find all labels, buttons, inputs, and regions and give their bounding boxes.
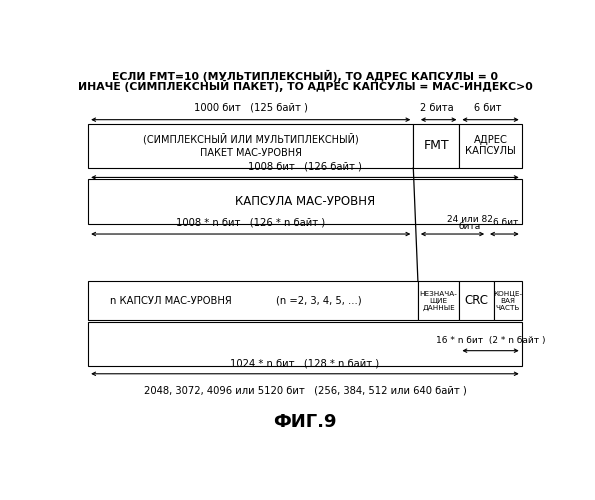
Text: FMT: FMT: [424, 139, 449, 152]
Bar: [88, 282, 418, 320]
Text: 1008 бит   (126 байт ): 1008 бит (126 байт ): [248, 162, 362, 172]
Text: 6 бит: 6 бит: [474, 103, 502, 113]
Text: 2 бита: 2 бита: [419, 103, 453, 113]
Text: ЕСЛИ FMT=10 (МУЛЬТИПЛЕКСНЫЙ), ТО АДРЕС КАПСУЛЫ = 0: ЕСЛИ FMT=10 (МУЛЬТИПЛЕКСНЫЙ), ТО АДРЕС К…: [112, 70, 498, 82]
Bar: [88, 322, 522, 366]
Bar: [414, 124, 459, 168]
Bar: [459, 282, 494, 320]
Text: АДРЕС
КАПСУЛЫ: АДРЕС КАПСУЛЫ: [465, 135, 516, 156]
Text: 1000 бит   (125 байт ): 1000 бит (125 байт ): [194, 102, 308, 113]
Text: n КАПСУЛ МАС-УРОВНЯ: n КАПСУЛ МАС-УРОВНЯ: [110, 296, 232, 306]
Text: ИНАЧЕ (СИМПЛЕКСНЫЙ ПАКЕТ), ТО АДРЕС КАПСУЛЫ = МАС-ИНДЕКС>0: ИНАЧЕ (СИМПЛЕКСНЫЙ ПАКЕТ), ТО АДРЕС КАПС…: [77, 80, 533, 92]
Text: бита: бита: [459, 222, 481, 232]
Text: КОНЦЕ-
ВАЯ
ЧАСТЬ: КОНЦЕ- ВАЯ ЧАСТЬ: [493, 290, 522, 310]
Text: 16 * n бит  (2 * n байт ): 16 * n бит (2 * n байт ): [436, 336, 545, 345]
Bar: [494, 282, 522, 320]
Text: CRC: CRC: [465, 294, 488, 307]
Text: (n =2, 3, 4, 5, ...): (n =2, 3, 4, 5, ...): [276, 296, 362, 306]
Text: 1024 * n бит   (128 * n байт ): 1024 * n бит (128 * n байт ): [230, 358, 380, 368]
Bar: [88, 180, 522, 224]
Text: 24 или 82: 24 или 82: [447, 216, 493, 224]
Bar: [418, 282, 459, 320]
Text: КАПСУЛА МАС-УРОВНЯ: КАПСУЛА МАС-УРОВНЯ: [235, 195, 375, 208]
Text: ПАКЕТ МАС-УРОВНЯ: ПАКЕТ МАС-УРОВНЯ: [200, 148, 302, 158]
Text: (СИМПЛЕКСНЫЙ ИЛИ МУЛЬТИПЛЕКСНЫЙ): (СИМПЛЕКСНЫЙ ИЛИ МУЛЬТИПЛЕКСНЫЙ): [143, 133, 359, 144]
Bar: [88, 124, 414, 168]
Bar: [459, 124, 522, 168]
Text: 6 бит: 6 бит: [493, 218, 518, 228]
Text: ФИГ.9: ФИГ.9: [273, 413, 337, 431]
Text: 1008 * n бит   (126 * n байт ): 1008 * n бит (126 * n байт ): [176, 218, 325, 228]
Text: 2048, 3072, 4096 или 5120 бит   (256, 384, 512 или 640 байт ): 2048, 3072, 4096 или 5120 бит (256, 384,…: [143, 386, 466, 396]
Text: НЕЗНАЧА-
ЩИЕ
ДАННЫЕ: НЕЗНАЧА- ЩИЕ ДАННЫЕ: [419, 290, 458, 310]
